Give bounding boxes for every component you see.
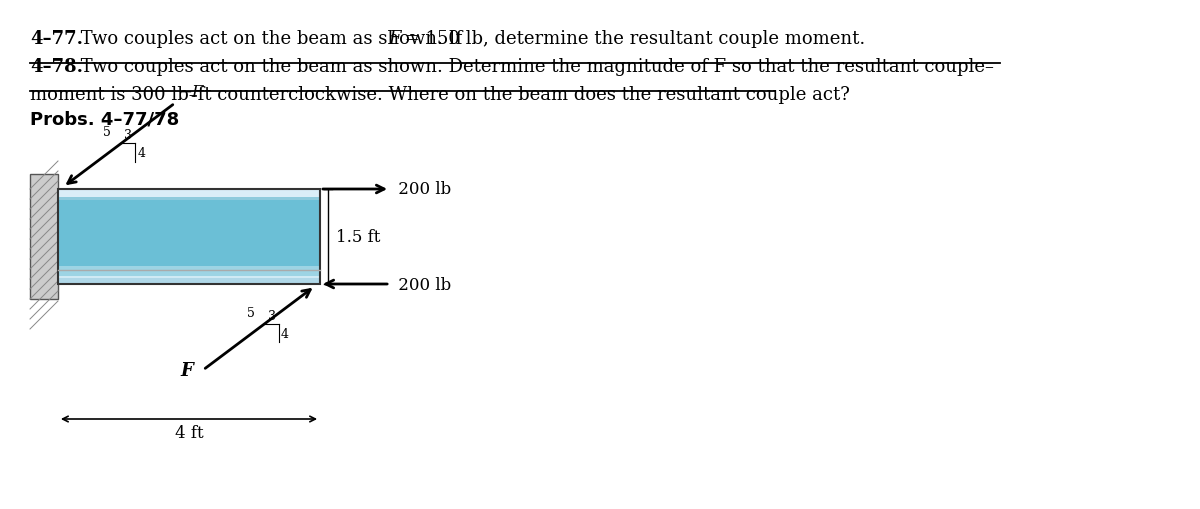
Bar xyxy=(58,278,320,285)
Text: 200 lb: 200 lb xyxy=(394,276,451,293)
Bar xyxy=(58,201,320,267)
Bar xyxy=(30,175,58,299)
Text: F: F xyxy=(388,30,401,48)
Text: 5: 5 xyxy=(103,126,112,139)
Bar xyxy=(58,190,320,197)
Bar xyxy=(58,197,320,201)
Text: moment is 300 lb–ft counterclockwise. Where on the beam does the resultant coupl: moment is 300 lb–ft counterclockwise. Wh… xyxy=(30,86,850,104)
Text: 4–77.: 4–77. xyxy=(30,30,83,48)
Text: = 150 lb, determine the resultant couple moment.: = 150 lb, determine the resultant couple… xyxy=(398,30,865,48)
Text: 1.5 ft: 1.5 ft xyxy=(336,229,380,245)
Text: 4–78.: 4–78. xyxy=(30,58,83,76)
Text: 200 lb: 200 lb xyxy=(394,181,451,198)
Text: −F: −F xyxy=(178,84,203,101)
Bar xyxy=(58,267,320,276)
Text: 5: 5 xyxy=(247,306,254,319)
Text: 4: 4 xyxy=(137,147,145,160)
Text: 3: 3 xyxy=(125,129,132,142)
Text: Probs. 4–77/78: Probs. 4–77/78 xyxy=(30,110,179,128)
Text: Two couples act on the beam as shown. Determine the magnitude of F so that the r: Two couples act on the beam as shown. De… xyxy=(74,58,994,76)
Bar xyxy=(58,276,320,278)
Text: 4 ft: 4 ft xyxy=(175,424,203,441)
Text: Two couples act on the beam as shown. If: Two couples act on the beam as shown. If xyxy=(74,30,468,48)
Text: 3: 3 xyxy=(268,309,276,322)
Text: 4: 4 xyxy=(281,327,289,340)
Bar xyxy=(58,190,320,285)
Text: F: F xyxy=(180,361,193,379)
